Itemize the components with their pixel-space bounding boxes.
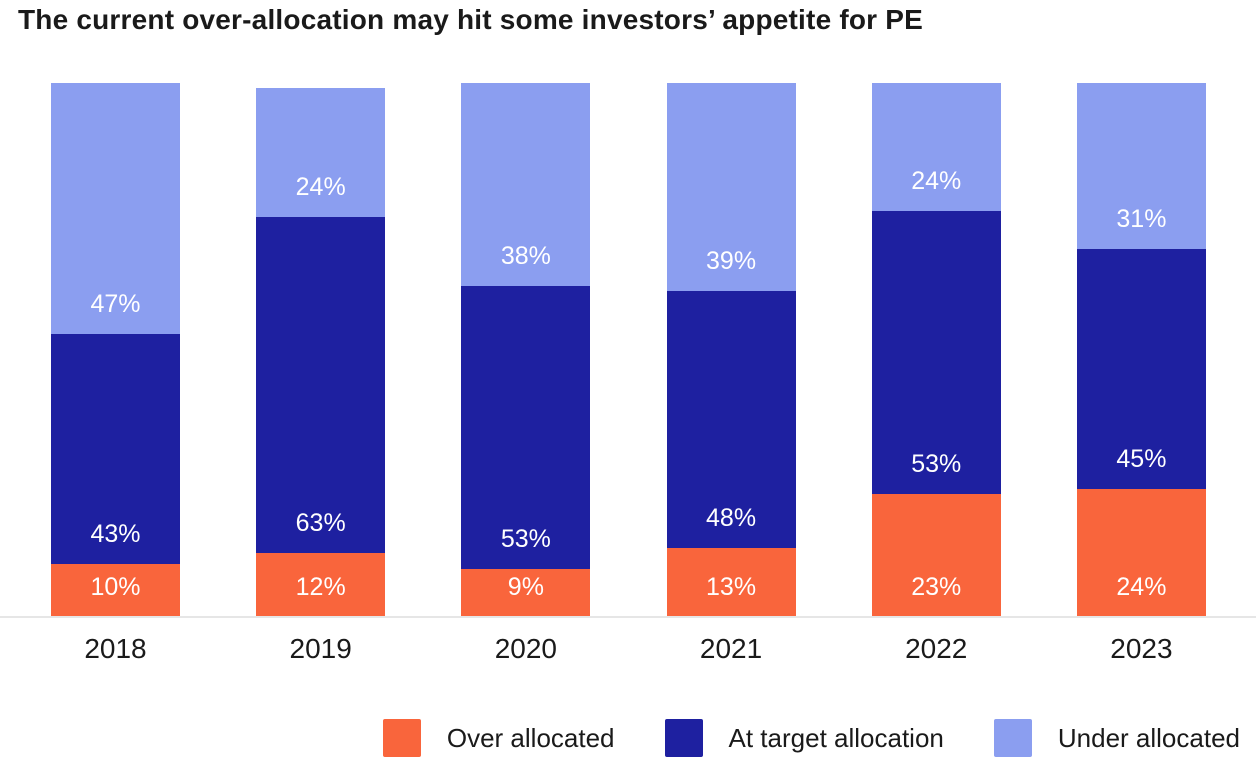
segment-value-label: 45% <box>1116 444 1167 473</box>
legend: Over allocated At target allocation Under … <box>382 719 1240 757</box>
segment-at-target-allocation: 48% <box>666 291 796 548</box>
segment-value-label: 63% <box>295 508 346 537</box>
x-axis-label-2021: 2021 <box>699 633 763 664</box>
x-axis-label-2018: 2018 <box>84 633 147 664</box>
segment-at-target-allocation: 53% <box>871 211 1001 495</box>
segment-value-label: 12% <box>295 573 346 601</box>
segment-value-label: 13% <box>706 573 757 601</box>
segment-at-target-allocation: 45% <box>1076 248 1206 489</box>
segment-over-allocated: 12% <box>256 552 386 617</box>
segment-value-label: 53% <box>500 524 551 553</box>
bar-column-2018: 10% 43% 47% <box>51 83 180 617</box>
bar-column-2019: 12% 63% 24% <box>256 83 386 617</box>
segment-over-allocated: 13% <box>666 547 796 617</box>
segment-under-allocated: 24% <box>871 83 1001 212</box>
segment-at-target-allocation: 53% <box>461 285 591 569</box>
segment-under-allocated: 47% <box>51 83 180 334</box>
segment-under-allocated: 31% <box>1076 83 1206 249</box>
segment-value-label: 24% <box>911 167 962 196</box>
segment-at-target-allocation: 63% <box>256 216 386 553</box>
bar-column-2022: 23% 53% 24% <box>871 83 1001 617</box>
x-axis-label-2022: 2022 <box>905 633 968 664</box>
x-axis-label-2019: 2019 <box>289 633 352 664</box>
segment-value-label: 24% <box>295 172 346 201</box>
x-axis-labels: 2018 2019 2020 2021 2022 2023 <box>0 633 1256 665</box>
segment-under-allocated: 39% <box>666 83 796 292</box>
legend-item-under-allocated: Under allocated <box>993 719 1240 757</box>
segment-value-label: 10% <box>90 573 141 601</box>
segment-over-allocated: 23% <box>871 494 1001 617</box>
legend-label: Under allocated <box>1057 722 1240 753</box>
x-axis-label-2023: 2023 <box>1110 633 1173 664</box>
bar-column-2023: 24% 45% 31% <box>1076 83 1206 617</box>
segment-at-target-allocation: 43% <box>51 334 180 564</box>
chart-plot-area: 10% 43% 47% 12% 63% 24% 9% 53% 38% 13% 48% 39% 23% 53… <box>0 83 1256 617</box>
segment-value-label: 38% <box>500 241 551 270</box>
bar-column-2021: 13% 48% 39% <box>666 83 796 617</box>
legend-label: Over allocated <box>446 722 615 753</box>
bars-row: 10% 43% 47% 12% 63% 24% 9% 53% 38% 13% 48% 39% 23% 53… <box>0 83 1256 617</box>
chart-title: The current over-allocation may hit some… <box>18 4 923 35</box>
segment-value-label: 24% <box>1116 573 1167 601</box>
legend-swatch-under-allocated <box>993 719 1032 757</box>
segment-under-allocated: 38% <box>461 83 591 286</box>
segment-under-allocated: 24% <box>256 88 386 217</box>
legend-label: At target allocation <box>728 722 944 753</box>
bar-column-2020: 9% 53% 38% <box>461 83 591 617</box>
segment-value-label: 23% <box>911 573 962 601</box>
x-axis-baseline <box>0 616 1256 618</box>
x-axis-label-2020: 2020 <box>494 633 558 664</box>
legend-swatch-over-allocated <box>382 719 421 757</box>
segment-over-allocated: 24% <box>1076 488 1206 617</box>
legend-item-at-target-allocation: At target allocation <box>664 719 944 757</box>
segment-value-label: 39% <box>706 247 757 276</box>
segment-value-label: 9% <box>507 573 544 601</box>
legend-swatch-at-target-allocation <box>664 719 703 757</box>
segment-over-allocated: 9% <box>461 568 591 617</box>
segment-over-allocated: 10% <box>51 563 180 617</box>
segment-value-label: 48% <box>706 503 757 532</box>
segment-value-label: 31% <box>1116 204 1167 233</box>
segment-value-label: 43% <box>90 519 141 548</box>
segment-value-label: 53% <box>911 450 962 479</box>
segment-value-label: 47% <box>90 290 141 318</box>
legend-item-over-allocated: Over allocated <box>382 719 615 757</box>
